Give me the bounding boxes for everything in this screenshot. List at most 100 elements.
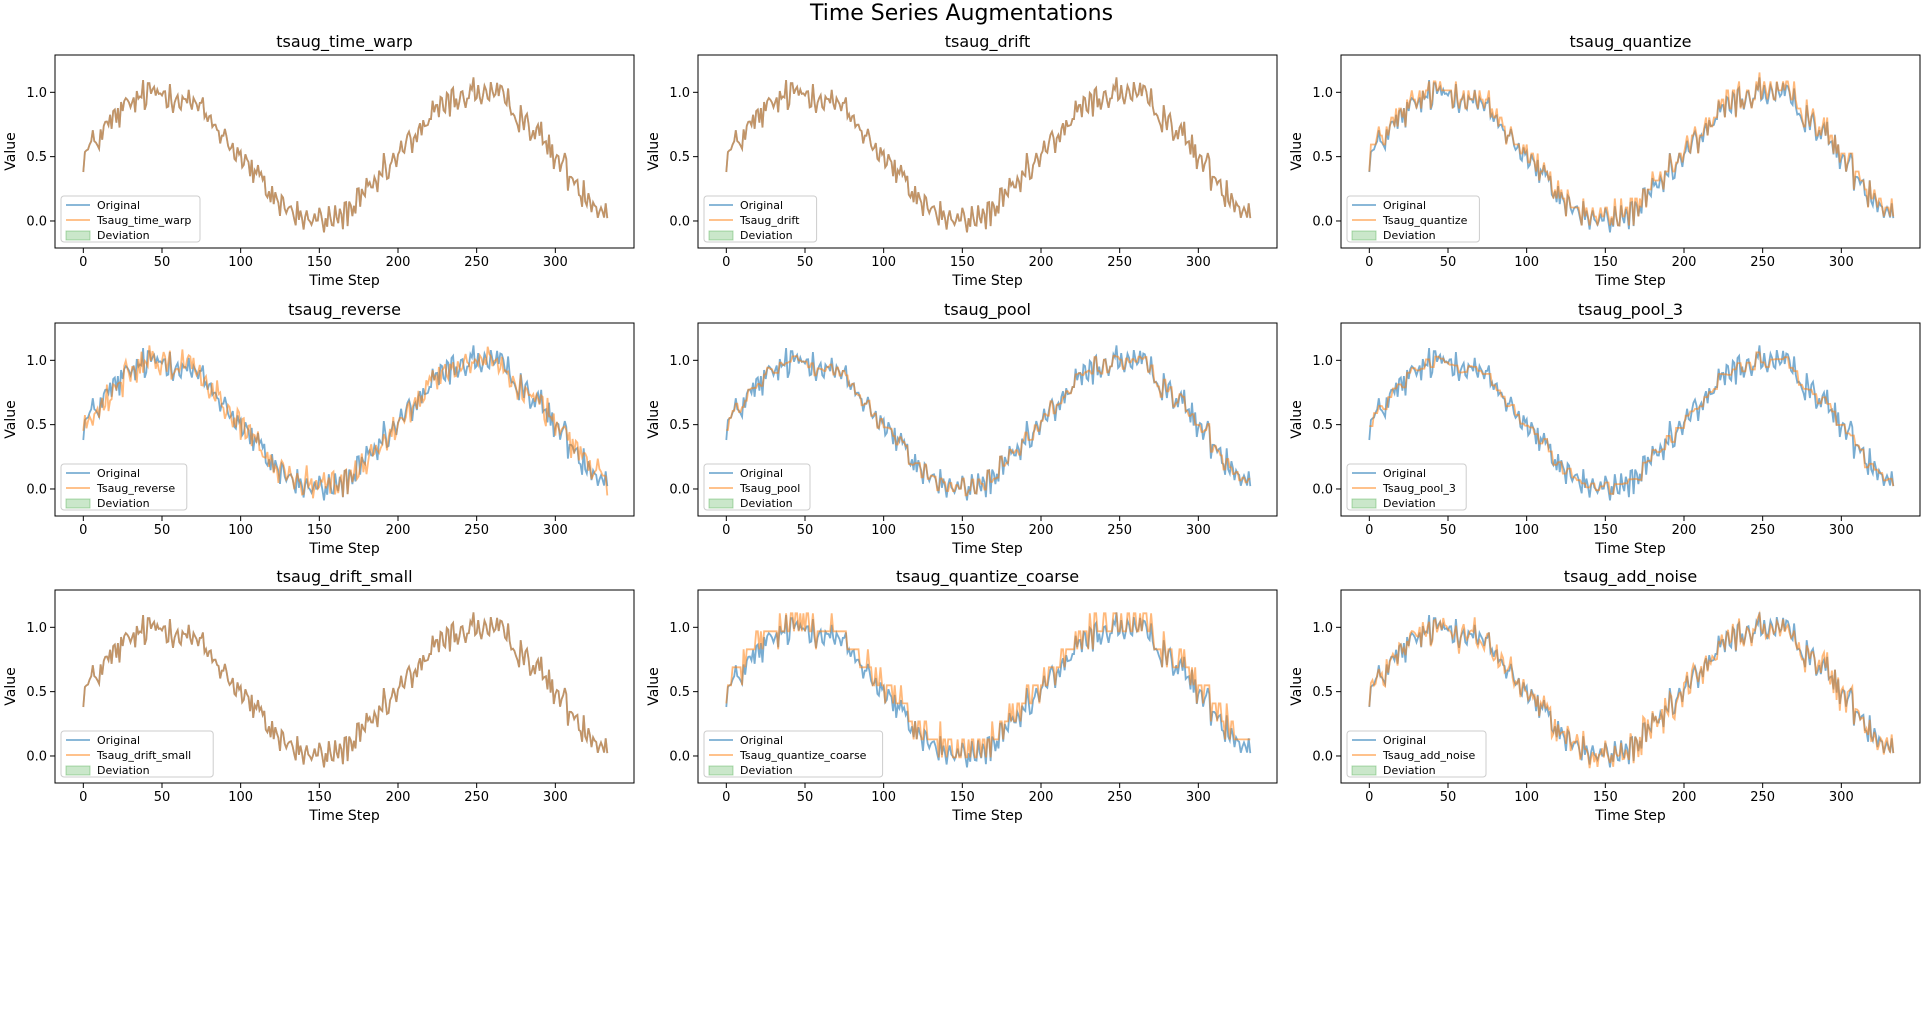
- x-tick-label: 50: [797, 255, 814, 270]
- legend-label: Original: [97, 734, 140, 747]
- x-tick-label: 150: [950, 790, 975, 805]
- legend-label: Deviation: [1383, 497, 1436, 510]
- series-line-augmented: [82, 77, 609, 233]
- x-tick-label: 100: [871, 255, 896, 270]
- legend-box: [60, 195, 201, 243]
- x-tick-label: 100: [871, 790, 896, 805]
- series-line-augmented: [1368, 72, 1895, 227]
- x-tick-label: 300: [543, 790, 568, 805]
- legend-swatch: [65, 230, 91, 241]
- y-axis-label: Value: [1289, 667, 1305, 705]
- plot-area: [1368, 610, 1895, 769]
- subplot-6: 0 50 100 150 200 250 300 0.0 0.5 1.0 tsaug_pool_3 T…: [1289, 300, 1921, 557]
- y-tick-label: 0.0: [669, 749, 690, 764]
- x-tick-label: 300: [1829, 255, 1854, 270]
- x-tick-label: 250: [1750, 523, 1775, 538]
- legend-swatch: [1351, 498, 1377, 509]
- x-axis-label: Time Step: [1594, 808, 1666, 824]
- x-tick-label: 150: [1593, 790, 1618, 805]
- x-tick-label: 50: [797, 790, 814, 805]
- legend-label: Tsaug_reverse: [96, 482, 175, 495]
- subplot-title: tsaug_drift: [945, 32, 1031, 52]
- legend-label: Original: [1383, 734, 1426, 747]
- axes-frame: [697, 589, 1278, 784]
- x-tick-label: 50: [1440, 255, 1457, 270]
- y-tick-label: 0.5: [669, 418, 690, 433]
- subplot-title: tsaug_time_warp: [276, 32, 412, 52]
- x-tick-label: 50: [1440, 790, 1457, 805]
- plot-area: [1368, 72, 1895, 233]
- subplot-2: 0 50 100 150 200 250 300 0.0 0.5 1.0 tsaug_drift Ti…: [646, 32, 1278, 289]
- legend-label: Deviation: [97, 229, 150, 242]
- y-tick-label: 0.0: [669, 214, 690, 229]
- plot-area: [725, 612, 1252, 768]
- x-tick-label: 0: [1365, 523, 1373, 538]
- plot-area: [725, 345, 1252, 501]
- legend-box: [703, 463, 811, 511]
- legend-label: Tsaug_pool: [739, 482, 800, 495]
- y-tick-label: 0.5: [26, 418, 47, 433]
- legend-label: Tsaug_quantize_coarse: [739, 749, 867, 762]
- series-line-augmented: [82, 345, 609, 499]
- y-tick-label: 0.0: [1312, 749, 1333, 764]
- axes-frame: [697, 54, 1278, 249]
- y-tick-label: 0.5: [1312, 685, 1333, 700]
- series-line-augmented: [82, 612, 609, 768]
- x-axis-label: Time Step: [308, 541, 380, 557]
- subplot-title: tsaug_quantize: [1570, 32, 1692, 52]
- subplot-7: 0 50 100 150 200 250 300 0.0 0.5 1.0 tsaug_drift_s…: [3, 567, 635, 824]
- legend-label: Deviation: [740, 497, 793, 510]
- x-tick-label: 250: [464, 523, 489, 538]
- legend-label: Original: [1383, 467, 1426, 480]
- y-axis-label: Value: [646, 667, 662, 705]
- y-axis-label: Value: [1289, 132, 1305, 170]
- y-tick-label: 0.0: [1312, 482, 1333, 497]
- x-tick-label: 50: [154, 790, 171, 805]
- legend-label: Deviation: [1383, 229, 1436, 242]
- x-tick-label: 300: [543, 255, 568, 270]
- subplot-title: tsaug_add_noise: [1564, 567, 1697, 587]
- figure-title: Time Series Augmentations: [809, 1, 1113, 26]
- plot-area: [725, 77, 1252, 233]
- x-tick-label: 250: [1750, 790, 1775, 805]
- axes-frame: [1340, 589, 1921, 784]
- x-tick-label: 200: [386, 790, 411, 805]
- y-tick-label: 1.0: [669, 86, 690, 101]
- legend-box: [1346, 730, 1487, 778]
- legend-swatch: [65, 765, 91, 776]
- legend-label: Original: [740, 467, 783, 480]
- x-tick-label: 0: [79, 523, 87, 538]
- series-line-original: [1368, 345, 1895, 501]
- legend-box: [1346, 463, 1467, 511]
- series-line-augmented: [1369, 351, 1895, 495]
- y-tick-label: 0.5: [26, 150, 47, 165]
- x-tick-label: 300: [543, 523, 568, 538]
- x-tick-label: 50: [154, 255, 171, 270]
- y-axis-label: Value: [3, 400, 19, 438]
- x-tick-label: 300: [1186, 523, 1211, 538]
- y-tick-label: 0.5: [1312, 150, 1333, 165]
- x-axis-label: Time Step: [1594, 541, 1666, 557]
- legend-label: Original: [740, 199, 783, 212]
- x-tick-label: 250: [1107, 523, 1132, 538]
- legend-label: Tsaug_quantize: [1382, 214, 1468, 227]
- legend-box: [703, 730, 884, 778]
- y-tick-label: 1.0: [669, 621, 690, 636]
- y-tick-label: 0.5: [1312, 418, 1333, 433]
- y-axis-label: Value: [1289, 400, 1305, 438]
- x-tick-label: 0: [1365, 790, 1373, 805]
- subplot-title: tsaug_quantize_coarse: [896, 567, 1079, 587]
- series-line-augmented: [726, 354, 1251, 497]
- x-tick-label: 50: [1440, 523, 1457, 538]
- y-tick-label: 1.0: [669, 354, 690, 369]
- x-tick-label: 0: [722, 523, 730, 538]
- legend-label: Deviation: [97, 497, 150, 510]
- x-tick-label: 150: [950, 523, 975, 538]
- legend-label: Tsaug_add_noise: [1382, 749, 1476, 762]
- x-tick-label: 50: [154, 523, 171, 538]
- x-tick-label: 150: [307, 523, 332, 538]
- x-tick-label: 0: [722, 255, 730, 270]
- x-tick-label: 0: [1365, 255, 1373, 270]
- legend-box: [60, 730, 214, 778]
